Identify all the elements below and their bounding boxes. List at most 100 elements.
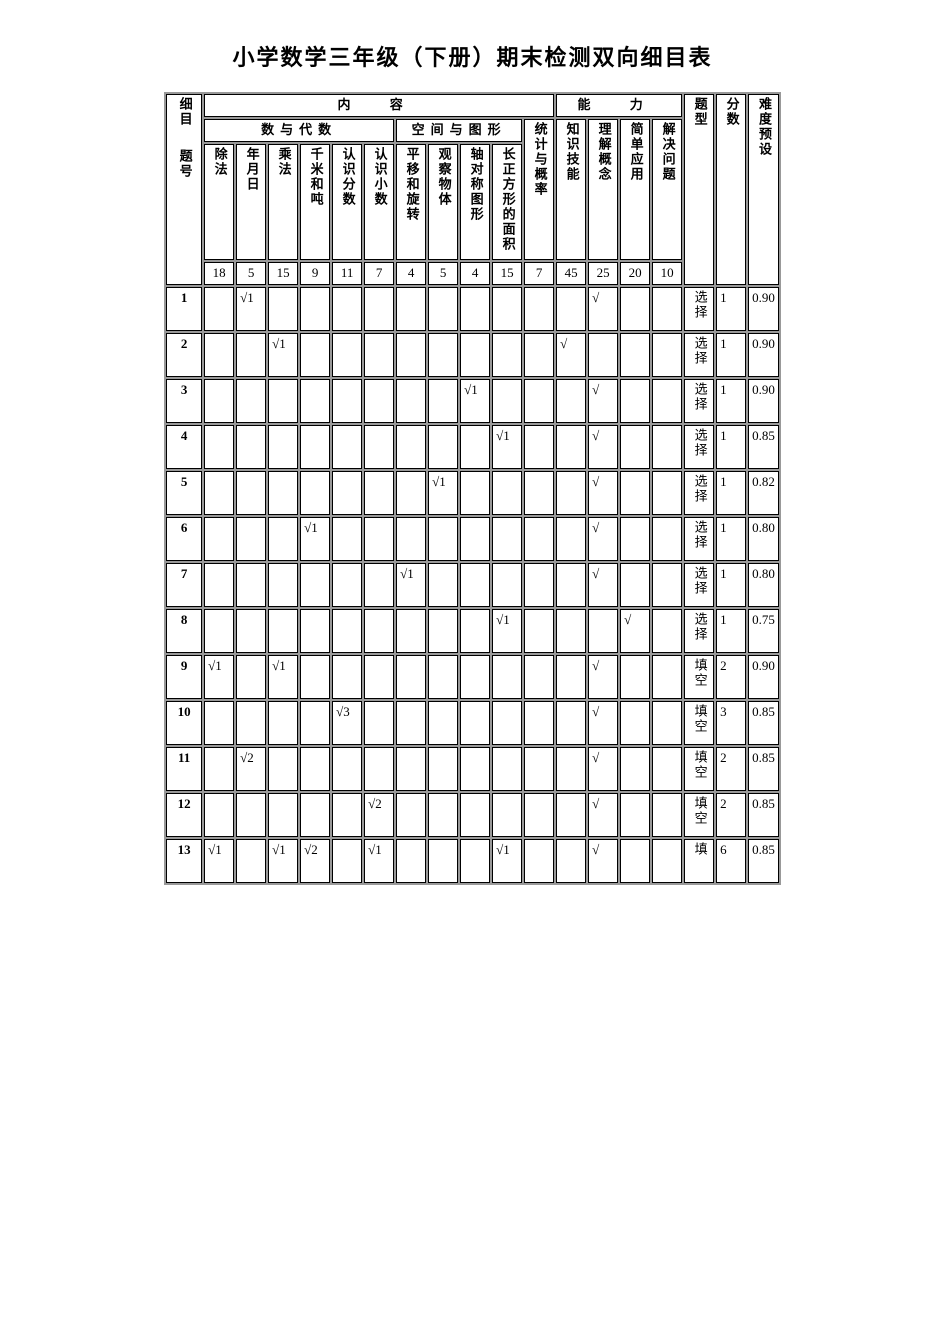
cell	[236, 655, 266, 699]
cell	[204, 609, 234, 653]
cell: 0.90	[748, 655, 779, 699]
cell	[556, 379, 586, 423]
cell: 6	[166, 517, 202, 561]
total-c7: 4	[396, 262, 426, 285]
cell	[492, 517, 522, 561]
cell	[236, 563, 266, 607]
cell: 1	[716, 425, 746, 469]
cell	[396, 333, 426, 377]
cell: 选择	[684, 517, 714, 561]
total-c9: 4	[460, 262, 490, 285]
cell	[236, 471, 266, 515]
cell	[268, 747, 298, 791]
cell	[460, 287, 490, 331]
col-c4: 千米和吨	[300, 144, 330, 260]
cell	[332, 563, 362, 607]
cell	[396, 471, 426, 515]
cell: 2	[716, 747, 746, 791]
cell	[236, 839, 266, 883]
cell	[364, 747, 394, 791]
cell: 12	[166, 793, 202, 837]
cell: √	[588, 471, 618, 515]
cell: 7	[166, 563, 202, 607]
table-row: 10√3√填空30.85	[166, 701, 779, 745]
cell	[300, 655, 330, 699]
cell	[556, 563, 586, 607]
cell: √	[588, 425, 618, 469]
cell: 1	[716, 287, 746, 331]
cell	[364, 425, 394, 469]
cell: 1	[716, 471, 746, 515]
cell	[492, 701, 522, 745]
cell	[204, 563, 234, 607]
cell	[364, 333, 394, 377]
cell	[492, 747, 522, 791]
cell: √	[588, 655, 618, 699]
cell	[620, 379, 650, 423]
cell: √2	[236, 747, 266, 791]
cell	[332, 379, 362, 423]
cell	[268, 563, 298, 607]
cell	[652, 747, 682, 791]
cell	[460, 563, 490, 607]
cell	[460, 839, 490, 883]
cell	[332, 471, 362, 515]
cell	[524, 287, 554, 331]
total-c1: 18	[204, 262, 234, 285]
cell	[364, 701, 394, 745]
cell: 选择	[684, 563, 714, 607]
total-a3: 20	[620, 262, 650, 285]
cell	[460, 333, 490, 377]
cell	[332, 747, 362, 791]
cell	[364, 517, 394, 561]
cell: √1	[492, 425, 522, 469]
hdr-ximu-tihao: 细目 题号	[166, 94, 202, 285]
cell	[204, 747, 234, 791]
total-c3: 15	[268, 262, 298, 285]
table-row: 12√2√填空20.85	[166, 793, 779, 837]
col-c6: 认识小数	[364, 144, 394, 260]
cell	[620, 793, 650, 837]
cell: √	[620, 609, 650, 653]
cell	[396, 287, 426, 331]
cell	[204, 793, 234, 837]
cell	[428, 379, 458, 423]
cell	[460, 471, 490, 515]
cell	[396, 425, 426, 469]
cell	[268, 425, 298, 469]
cell	[492, 287, 522, 331]
cell	[300, 563, 330, 607]
cell	[652, 655, 682, 699]
cell: 0.85	[748, 701, 779, 745]
cell	[332, 517, 362, 561]
cell	[492, 793, 522, 837]
cell: 1	[716, 333, 746, 377]
cell	[588, 333, 618, 377]
cell: 9	[166, 655, 202, 699]
total-a1: 45	[556, 262, 586, 285]
cell	[620, 471, 650, 515]
cell: √1	[204, 839, 234, 883]
cell	[556, 609, 586, 653]
cell	[652, 839, 682, 883]
cell	[428, 655, 458, 699]
cell: 0.80	[748, 517, 779, 561]
cell: √1	[236, 287, 266, 331]
hdr-qtype: 题型	[684, 94, 714, 285]
cell	[236, 701, 266, 745]
table-row: 1√1√选择10.90	[166, 287, 779, 331]
cell: √1	[428, 471, 458, 515]
cell	[460, 747, 490, 791]
cell	[524, 793, 554, 837]
cell	[620, 517, 650, 561]
cell: 5	[166, 471, 202, 515]
cell: √1	[268, 333, 298, 377]
hdr-ability: 能 力	[556, 94, 682, 117]
cell	[652, 287, 682, 331]
cell	[620, 655, 650, 699]
cell: √	[588, 287, 618, 331]
cell	[236, 517, 266, 561]
cell	[364, 287, 394, 331]
cell	[460, 701, 490, 745]
cell	[524, 701, 554, 745]
